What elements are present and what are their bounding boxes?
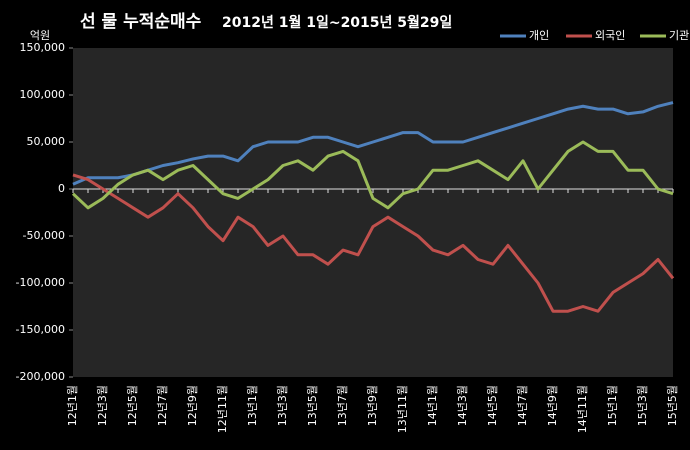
y-tick-label: 0 <box>58 182 65 195</box>
x-tick-label: 15년3월 <box>636 385 649 426</box>
series-line <box>72 101 674 186</box>
x-tick-label: 14년3월 <box>456 385 469 426</box>
x-tick-label: 13년1월 <box>246 385 259 426</box>
y-tick-label: -150,000 <box>16 323 65 336</box>
x-tick-label: 14년11월 <box>576 385 589 433</box>
series-line <box>71 140 674 210</box>
y-tick-label: 50,000 <box>27 135 66 148</box>
series-line <box>72 173 675 313</box>
x-tick-label: 12년9월 <box>186 385 199 426</box>
x-tick-label: 12년7월 <box>156 385 169 426</box>
x-tick-label: 13년7월 <box>336 385 349 426</box>
x-tick-label: 14년5월 <box>486 385 499 426</box>
x-tick-label: 12년1월 <box>66 385 79 426</box>
x-tick-label: 13년3월 <box>276 385 289 426</box>
y-tick-label: 100,000 <box>20 88 66 101</box>
plot-area <box>73 48 673 377</box>
x-tick-label: 14년9월 <box>546 385 559 426</box>
x-tick-label: 14년1월 <box>426 385 439 426</box>
chart-subtitle: 2012년 1월 1일~2015년 5월29일 <box>222 14 452 31</box>
x-tick-label: 12년3월 <box>96 385 109 426</box>
chart-title: 선 물 누적순매수 <box>80 12 202 32</box>
x-tick-label: 15년1월 <box>606 385 619 426</box>
x-tick-label: 13년5월 <box>306 385 319 426</box>
x-tick-label: 14년7월 <box>516 385 529 426</box>
x-tick-label: 15년5월 <box>666 385 679 426</box>
legend-label: 외국인 <box>595 29 625 42</box>
x-tick-label: 12년11월 <box>216 385 229 433</box>
x-tick-label: 12년5월 <box>126 385 139 426</box>
x-tick-label: 13년9월 <box>366 385 379 426</box>
y-tick-label: -100,000 <box>16 276 65 289</box>
legend-label: 개인 <box>529 29 549 42</box>
y-tick-label: -50,000 <box>23 229 65 242</box>
y-axis-label: 억원 <box>30 29 50 42</box>
x-tick-label: 13년11월 <box>396 385 409 433</box>
legend-label: 기관 <box>669 29 689 42</box>
y-tick-label: 150,000 <box>20 41 66 54</box>
y-tick-label: -200,000 <box>16 370 65 383</box>
